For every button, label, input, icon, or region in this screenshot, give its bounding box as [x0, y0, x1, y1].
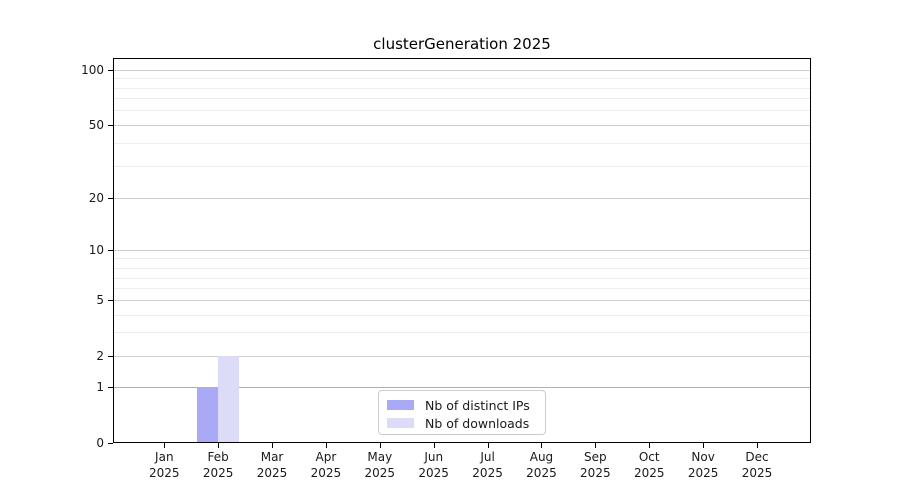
x-axis-tick-label: Oct 2025: [619, 449, 679, 481]
x-tick-mark: [272, 443, 274, 448]
x-tick-month: Oct: [638, 450, 660, 464]
gridline-minor: [114, 143, 810, 144]
x-tick-mark: [433, 443, 435, 448]
x-axis-tick-label: Nov 2025: [673, 449, 733, 481]
x-tick-mark: [756, 443, 758, 448]
gridline-major: [114, 250, 810, 251]
x-tick-month: Dec: [745, 450, 769, 464]
gridline-major: [114, 387, 810, 388]
gridline-major: [114, 300, 810, 301]
gridline-minor: [114, 268, 810, 269]
plot-area: [113, 58, 811, 443]
x-tick-year: 2025: [202, 466, 234, 480]
x-tick-mark: [218, 443, 220, 448]
x-axis-tick-label: Sep 2025: [565, 449, 625, 481]
x-tick-mark: [379, 443, 381, 448]
y-axis-tick-label: 5: [96, 293, 104, 307]
y-tick-mark: [108, 387, 113, 388]
y-axis-tick-label: 1: [96, 380, 104, 394]
x-tick-month: Aug: [529, 450, 554, 464]
x-tick-year: 2025: [741, 466, 773, 480]
y-axis-tick-label: 10: [88, 243, 104, 257]
legend-label: Nb of distinct IPs: [425, 397, 530, 413]
x-tick-mark: [164, 443, 166, 448]
x-tick-month: Jun: [424, 450, 444, 464]
x-tick-month: May: [367, 450, 393, 464]
legend: Nb of distinct IPs Nb of downloads: [378, 390, 546, 435]
legend-swatch-downloads: [387, 418, 414, 428]
x-tick-month: Jul: [480, 450, 495, 464]
y-tick-mark: [108, 356, 113, 357]
gridline-major: [114, 198, 810, 199]
gridline-minor: [114, 315, 810, 316]
x-tick-month: Apr: [315, 450, 337, 464]
x-tick-year: 2025: [687, 466, 719, 480]
x-tick-mark: [325, 443, 327, 448]
y-axis-tick-label: 50: [88, 118, 104, 132]
x-tick-year: 2025: [526, 466, 557, 480]
gridline-minor: [114, 110, 810, 111]
y-axis-tick-label: 100: [81, 63, 104, 77]
y-axis-tick-label: 0: [96, 436, 104, 450]
gridline-minor: [114, 258, 810, 259]
x-tick-year: 2025: [418, 466, 449, 480]
x-tick-year: 2025: [472, 466, 503, 480]
y-tick-mark: [108, 300, 113, 301]
x-tick-year: 2025: [256, 466, 288, 480]
y-axis-tick-label: 2: [96, 349, 104, 363]
x-tick-month: Jan: [155, 450, 174, 464]
gridline-minor: [114, 78, 810, 79]
x-tick-year: 2025: [364, 466, 396, 480]
x-tick-mark: [541, 443, 543, 448]
gridline-minor: [114, 98, 810, 99]
gridline-major: [114, 356, 810, 357]
y-axis-tick-label: 20: [88, 191, 104, 205]
gridline-minor: [114, 288, 810, 289]
x-tick-year: 2025: [149, 466, 180, 480]
x-axis-tick-label: Apr 2025: [296, 449, 356, 481]
x-axis-tick-label: Jul 2025: [458, 449, 518, 481]
legend-entry: Nb of distinct IPs: [379, 396, 545, 414]
y-tick-mark: [108, 125, 113, 126]
gridline-minor: [114, 166, 810, 167]
x-tick-month: Mar: [260, 450, 284, 464]
y-tick-mark: [108, 443, 113, 444]
y-tick-mark: [108, 250, 113, 251]
bar-downloads: [218, 356, 240, 443]
y-tick-mark: [108, 198, 113, 199]
x-axis-tick-label: Feb 2025: [188, 449, 248, 481]
y-tick-mark: [108, 70, 113, 71]
x-tick-mark: [595, 443, 597, 448]
legend-swatch-distinct-ips: [387, 400, 414, 410]
x-tick-month: Feb: [207, 450, 229, 464]
legend-label: Nb of downloads: [425, 415, 530, 431]
gridline-minor: [114, 332, 810, 333]
chart-title: clusterGeneration 2025: [373, 35, 551, 53]
x-axis-tick-label: Mar 2025: [242, 449, 302, 481]
x-tick-month: Sep: [584, 450, 607, 464]
x-axis-tick-label: Jan 2025: [134, 449, 194, 481]
legend-entry: Nb of downloads: [379, 414, 545, 432]
x-tick-year: 2025: [310, 466, 342, 480]
gridline-minor: [114, 88, 810, 89]
x-tick-mark: [703, 443, 705, 448]
x-tick-month: Nov: [691, 450, 715, 464]
x-axis-tick-label: Dec 2025: [727, 449, 787, 481]
x-axis-tick-label: Jun 2025: [404, 449, 464, 481]
x-tick-year: 2025: [580, 466, 611, 480]
gridline-minor: [114, 278, 810, 279]
bar-distinct-ips: [197, 387, 219, 443]
x-axis-tick-label: Aug 2025: [511, 449, 571, 481]
x-tick-mark: [649, 443, 651, 448]
x-tick-year: 2025: [633, 466, 665, 480]
gridline-major: [114, 70, 810, 71]
gridline-major: [114, 125, 810, 126]
x-axis-tick-label: May 2025: [350, 449, 410, 481]
x-tick-mark: [487, 443, 489, 448]
